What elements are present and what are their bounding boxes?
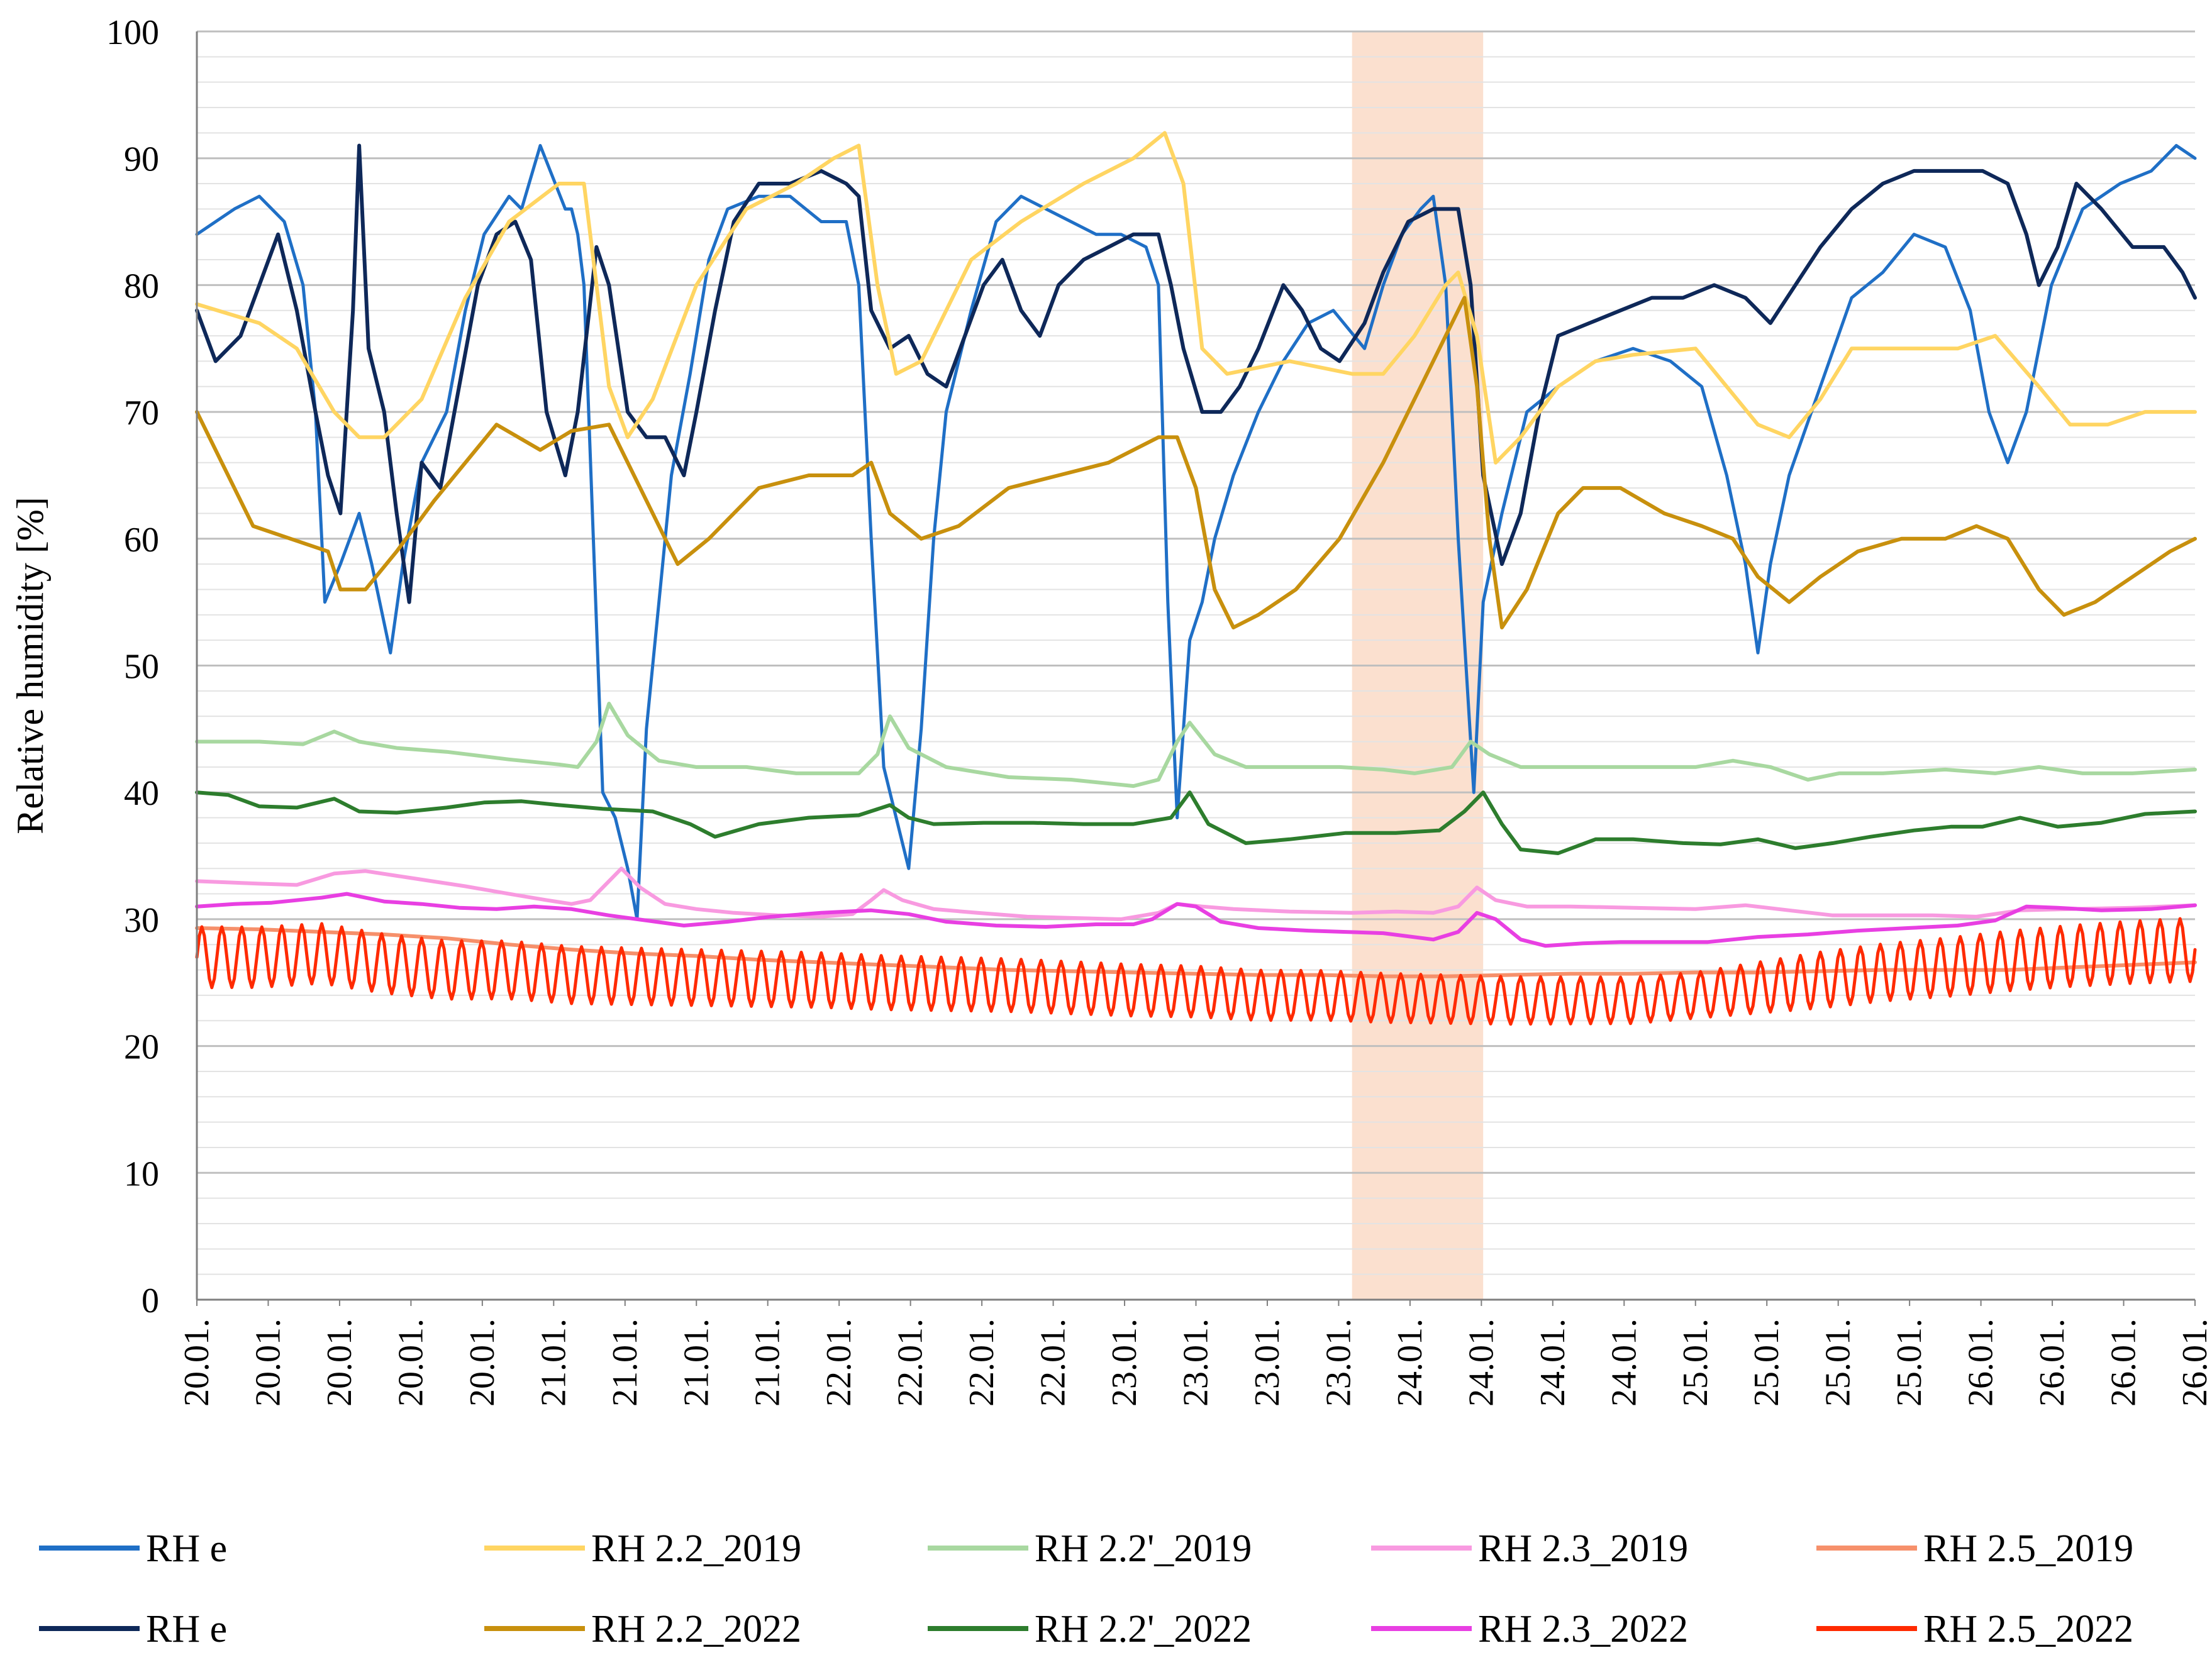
x-tick-label: 26.01. <box>2104 1319 2143 1407</box>
x-tick-label: 22.01. <box>962 1319 1001 1407</box>
legend-label: RH 2.3_2022 <box>1478 1608 1688 1651</box>
y-axis-title: Relative humidity [%] <box>9 497 51 834</box>
legend-label: RH 2.2'_2022 <box>1035 1608 1252 1651</box>
y-tick-label: 30 <box>124 901 159 940</box>
legend-label: RH e <box>146 1608 227 1651</box>
x-tick-label: 24.01. <box>1604 1319 1643 1407</box>
series-group <box>195 131 2197 1026</box>
x-tick-label: 22.01. <box>891 1319 930 1407</box>
series-line-rh-2-3-2019-6 <box>195 866 2197 921</box>
series-line-rh-2-5-2022-9 <box>195 917 2197 1026</box>
legend-label: RH 2.3_2019 <box>1478 1527 1688 1570</box>
series-line-rh-e-1 <box>195 143 2197 604</box>
x-tick-label: 23.01. <box>1105 1319 1144 1407</box>
legend-label: RH 2.2'_2019 <box>1035 1527 1252 1570</box>
x-tick-label: 23.01. <box>1248 1319 1287 1407</box>
legend-label: RH e <box>146 1527 227 1570</box>
x-tick-label: 26.01. <box>2176 1319 2212 1407</box>
y-tick-label: 50 <box>124 648 159 687</box>
x-tick-label: 24.01. <box>1533 1319 1572 1407</box>
x-tick-label: 22.01. <box>1034 1319 1073 1407</box>
legend-label: RH 2.5_2022 <box>1923 1608 2133 1651</box>
x-tick-label: 20.01. <box>463 1319 502 1407</box>
x-tick-label: 25.01. <box>1819 1319 1858 1407</box>
y-tick-labels: 0 10 20 30 40 50 60 70 80 90 100 <box>106 13 159 1320</box>
y-tick-label: 20 <box>124 1028 159 1067</box>
y-tick-label: 100 <box>106 13 159 52</box>
x-tick-label: 20.01. <box>391 1319 430 1407</box>
series-line-rh-2-2-2022-3 <box>195 296 2197 629</box>
gridlines <box>197 30 2195 1275</box>
series-line-rh-2-2-2022-5 <box>195 790 2197 855</box>
legend: RH e RH 2.2_2019 RH 2.2'_2019 RH 2.3_2019 RH… <box>39 1527 2133 1651</box>
y-tick-label: 0 <box>142 1281 159 1320</box>
y-tick-label: 70 <box>124 394 159 433</box>
x-tick-label: 21.01. <box>534 1319 573 1407</box>
x-tick-label: 22.01. <box>820 1319 859 1407</box>
x-tick-label: 25.01. <box>1890 1319 1929 1407</box>
series-line-rh-2-2-2019-4 <box>195 702 2197 788</box>
x-tick-labels: 20.01. 20.01. 20.01. 20.01. 20.01. 21.01. 21.0… <box>177 1300 2212 1407</box>
y-tick-label: 40 <box>124 774 159 813</box>
series-line-rh-2-2-2019-2 <box>195 131 2197 465</box>
x-tick-label: 21.01. <box>606 1319 645 1407</box>
series-line-rh-e-0 <box>195 144 2197 921</box>
x-tick-label: 24.01. <box>1391 1319 1430 1407</box>
x-tick-label: 20.01. <box>248 1319 287 1407</box>
x-tick-label: 25.01. <box>1676 1319 1715 1407</box>
x-tick-label: 21.01. <box>677 1319 716 1407</box>
x-tick-label: 26.01. <box>1962 1319 2001 1407</box>
x-tick-label: 20.01. <box>177 1319 216 1407</box>
legend-label: RH 2.2_2019 <box>591 1527 801 1570</box>
x-tick-label: 25.01. <box>1747 1319 1786 1407</box>
y-tick-label: 80 <box>124 267 159 306</box>
series-line-rh-2-3-2022-7 <box>195 892 2197 948</box>
legend-label: RH 2.2_2022 <box>591 1608 801 1651</box>
x-tick-label: 26.01. <box>2033 1319 2072 1407</box>
series-line-rh-2-5-2019-8 <box>195 926 2197 978</box>
y-tick-label: 10 <box>124 1154 159 1193</box>
x-tick-label: 20.01. <box>320 1319 359 1407</box>
y-tick-label: 90 <box>124 140 159 179</box>
y-tick-label: 60 <box>124 521 159 560</box>
x-tick-label: 23.01. <box>1319 1319 1358 1407</box>
x-tick-label: 21.01. <box>748 1319 787 1407</box>
legend-label: RH 2.5_2019 <box>1923 1527 2133 1570</box>
x-tick-label: 24.01. <box>1462 1319 1501 1407</box>
x-tick-label: 23.01. <box>1177 1319 1216 1407</box>
